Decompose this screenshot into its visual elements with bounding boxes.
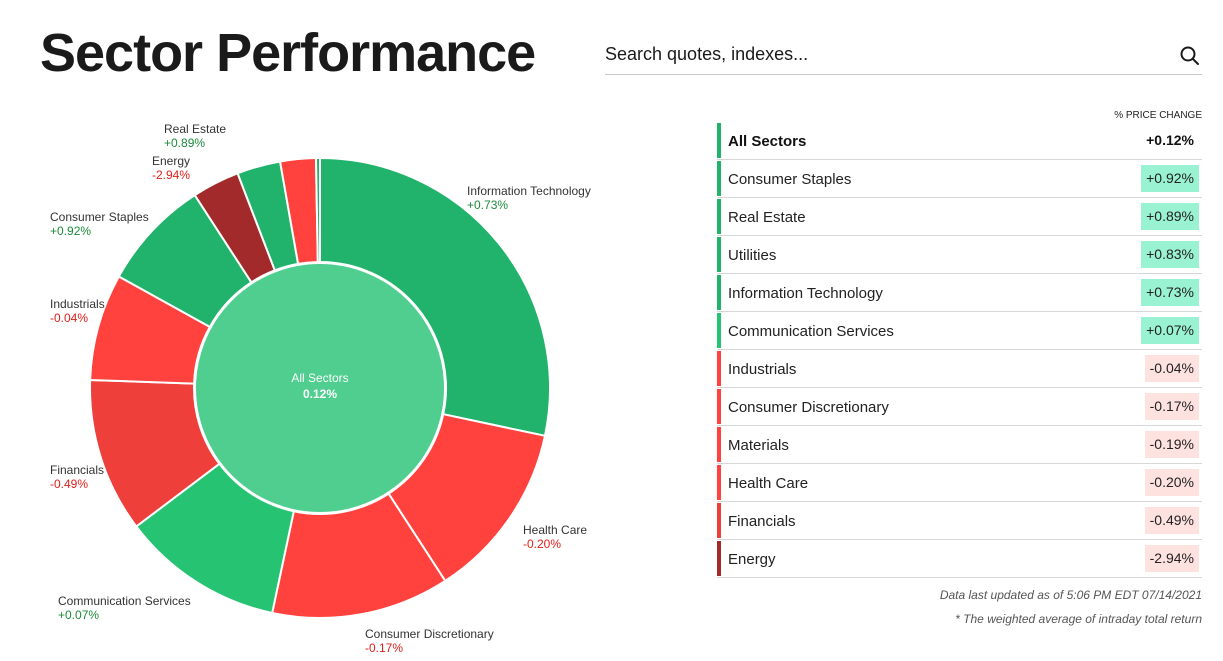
slice-label: Real Estate: [164, 122, 226, 136]
slice-label: Health Care: [523, 523, 587, 537]
table-row[interactable]: Energy -2.94%: [717, 540, 1202, 578]
slice-label: Financials: [50, 463, 104, 477]
table-row[interactable]: All Sectors +0.12%: [717, 122, 1202, 160]
table-row[interactable]: Consumer Staples +0.92%: [717, 160, 1202, 198]
sector-name: Energy: [728, 551, 776, 568]
sector-name: Consumer Staples: [728, 171, 852, 188]
sector-name: Financials: [728, 513, 796, 530]
sector-name: Health Care: [728, 475, 809, 492]
sector-name: Real Estate: [728, 209, 806, 226]
slice-label: Consumer Discretionary: [365, 627, 494, 641]
sector-table: All Sectors +0.12% Consumer Staples +0.92% R…: [717, 122, 1202, 578]
price-change-badge: -0.17%: [1144, 393, 1199, 420]
page-title: Sector Performance: [40, 23, 536, 83]
search-bar: [605, 38, 1202, 75]
search-icon[interactable]: [1178, 44, 1202, 68]
row-color-bar: [717, 351, 721, 386]
footnote-text: * The weighted average of intraday total…: [955, 612, 1202, 626]
price-change-badge: -0.19%: [1144, 431, 1199, 458]
center-value: 0.12%: [303, 387, 337, 401]
price-change-badge: +0.92%: [1141, 165, 1199, 192]
table-row[interactable]: Information Technology +0.73%: [717, 274, 1202, 312]
slice-label: Information Technology: [467, 184, 591, 198]
table-row[interactable]: Financials -0.49%: [717, 502, 1202, 540]
table-row[interactable]: Industrials -0.04%: [717, 350, 1202, 388]
slice-value-label: -0.04%: [50, 311, 88, 325]
row-color-bar: [717, 237, 721, 272]
table-row[interactable]: Utilities +0.83%: [717, 236, 1202, 274]
slice-label: Energy: [152, 154, 190, 168]
sector-name: All Sectors: [728, 133, 807, 150]
table-row[interactable]: Communication Services +0.07%: [717, 312, 1202, 350]
slice-label: Communication Services: [58, 594, 191, 608]
price-change-badge: +0.73%: [1141, 279, 1199, 306]
slice-value-label: +0.89%: [164, 136, 205, 150]
last-updated-text: Data last updated as of 5:06 PM EDT 07/1…: [939, 588, 1202, 602]
price-change-badge: -2.94%: [1144, 545, 1199, 572]
row-color-bar: [717, 199, 721, 234]
sector-donut-chart: All Sectors 0.12% Information Technology…: [50, 122, 591, 655]
sector-name: Utilities: [728, 247, 777, 264]
sector-name: Industrials: [728, 361, 797, 378]
price-change-badge: -0.49%: [1144, 507, 1199, 534]
slice-label: Consumer Staples: [50, 210, 149, 224]
row-color-bar: [717, 275, 721, 310]
center-label: All Sectors: [291, 371, 348, 385]
slice-value-label: +0.07%: [58, 608, 99, 622]
row-color-bar: [717, 161, 721, 196]
price-change-badge: -0.20%: [1144, 469, 1199, 496]
center-circle[interactable]: [194, 262, 446, 514]
row-color-bar: [717, 123, 721, 158]
row-color-bar: [717, 503, 721, 538]
row-color-bar: [717, 465, 721, 500]
slice-label: Industrials: [50, 297, 105, 311]
sector-name: Information Technology: [728, 285, 883, 302]
slice-value-label: -2.94%: [152, 168, 190, 182]
price-change-badge: -0.04%: [1144, 355, 1199, 382]
slice-value-label: +0.92%: [50, 224, 91, 238]
row-color-bar: [717, 427, 721, 462]
search-input[interactable]: [605, 38, 1165, 70]
price-change-badge: +0.89%: [1141, 203, 1199, 230]
row-color-bar: [717, 313, 721, 348]
slice-value-label: -0.20%: [523, 537, 561, 551]
table-row[interactable]: Health Care -0.20%: [717, 464, 1202, 502]
slice-value-label: +0.73%: [467, 198, 508, 212]
slice-value-label: -0.17%: [365, 641, 403, 655]
slice-value-label: -0.49%: [50, 477, 88, 491]
sector-name: Communication Services: [728, 323, 894, 340]
sector-name: Materials: [728, 437, 789, 454]
price-change-header: % PRICE CHANGE: [1114, 110, 1202, 121]
price-change-badge: +0.07%: [1141, 317, 1199, 344]
price-change-badge: +0.12%: [1146, 132, 1194, 148]
table-row[interactable]: Real Estate +0.89%: [717, 198, 1202, 236]
table-row[interactable]: Materials -0.19%: [717, 426, 1202, 464]
row-color-bar: [717, 541, 721, 576]
price-change-badge: +0.83%: [1141, 241, 1199, 268]
slice-utilities[interactable]: [314, 156, 321, 264]
table-row[interactable]: Consumer Discretionary -0.17%: [717, 388, 1202, 426]
sector-name: Consumer Discretionary: [728, 399, 889, 416]
row-color-bar: [717, 389, 721, 424]
